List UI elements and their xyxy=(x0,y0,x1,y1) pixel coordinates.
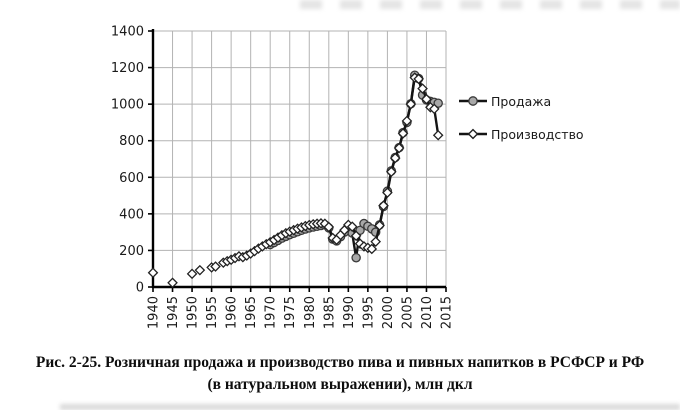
svg-text:200: 200 xyxy=(119,244,144,259)
svg-text:2015: 2015 xyxy=(440,296,455,329)
svg-text:1955: 1955 xyxy=(205,296,220,329)
svg-text:600: 600 xyxy=(119,171,144,186)
figure-caption: Рис. 2-25. Розничная продажа и производс… xyxy=(0,352,680,396)
legend-label-sales: Продажа xyxy=(491,93,552,109)
diamond-white-icon xyxy=(459,128,487,140)
legend-entry-sales: Продажа xyxy=(458,92,658,110)
legend-label-production: Производство xyxy=(491,126,584,142)
legend-entry-production: Производство xyxy=(458,125,658,143)
svg-text:800: 800 xyxy=(119,134,144,149)
figure-caption-line1: Рис. 2-25. Розничная продажа и производс… xyxy=(35,354,645,371)
svg-text:1945: 1945 xyxy=(166,296,181,329)
chart-legend: Продажа Производство xyxy=(458,92,658,158)
svg-text:1400: 1400 xyxy=(111,25,144,40)
svg-text:1950: 1950 xyxy=(186,296,201,329)
series-production xyxy=(147,72,444,289)
circle-gray-icon xyxy=(459,96,487,106)
series-line xyxy=(211,76,440,269)
svg-text:1995: 1995 xyxy=(361,296,376,329)
axes xyxy=(148,29,447,292)
svg-text:2010: 2010 xyxy=(420,296,435,329)
svg-text:1200: 1200 xyxy=(111,61,144,76)
svg-text:1980: 1980 xyxy=(303,296,318,329)
gridlines xyxy=(153,30,447,287)
svg-text:1970: 1970 xyxy=(264,296,279,329)
svg-text:1960: 1960 xyxy=(225,296,240,329)
line-chart: 0 200 400 600 800 1000 1200 1400 1940 1945 1950 195… xyxy=(111,25,455,330)
figure-caption-line2: (в натуральном выражении), млн дкл xyxy=(207,376,473,393)
svg-text:1000: 1000 xyxy=(111,98,144,113)
svg-text:2005: 2005 xyxy=(400,296,415,329)
scan-artifact-bottom xyxy=(60,404,680,410)
diamond-markers xyxy=(147,72,444,289)
svg-text:1990: 1990 xyxy=(342,296,357,329)
x-axis-labels: 1940 1945 1950 1955 1960 1965 1970 1975 1980 1985… xyxy=(147,296,455,329)
svg-text:1985: 1985 xyxy=(322,296,337,329)
svg-text:1975: 1975 xyxy=(283,296,298,329)
svg-text:0: 0 xyxy=(136,281,144,296)
svg-text:1940: 1940 xyxy=(147,296,162,329)
y-axis-labels: 0 200 400 600 800 1000 1200 1400 xyxy=(111,25,144,296)
chart-canvas: 0 200 400 600 800 1000 1200 1400 1940 1945 1950 195… xyxy=(111,25,455,330)
svg-text:1965: 1965 xyxy=(244,296,259,329)
svg-text:400: 400 xyxy=(119,207,144,222)
svg-text:2000: 2000 xyxy=(381,296,396,329)
